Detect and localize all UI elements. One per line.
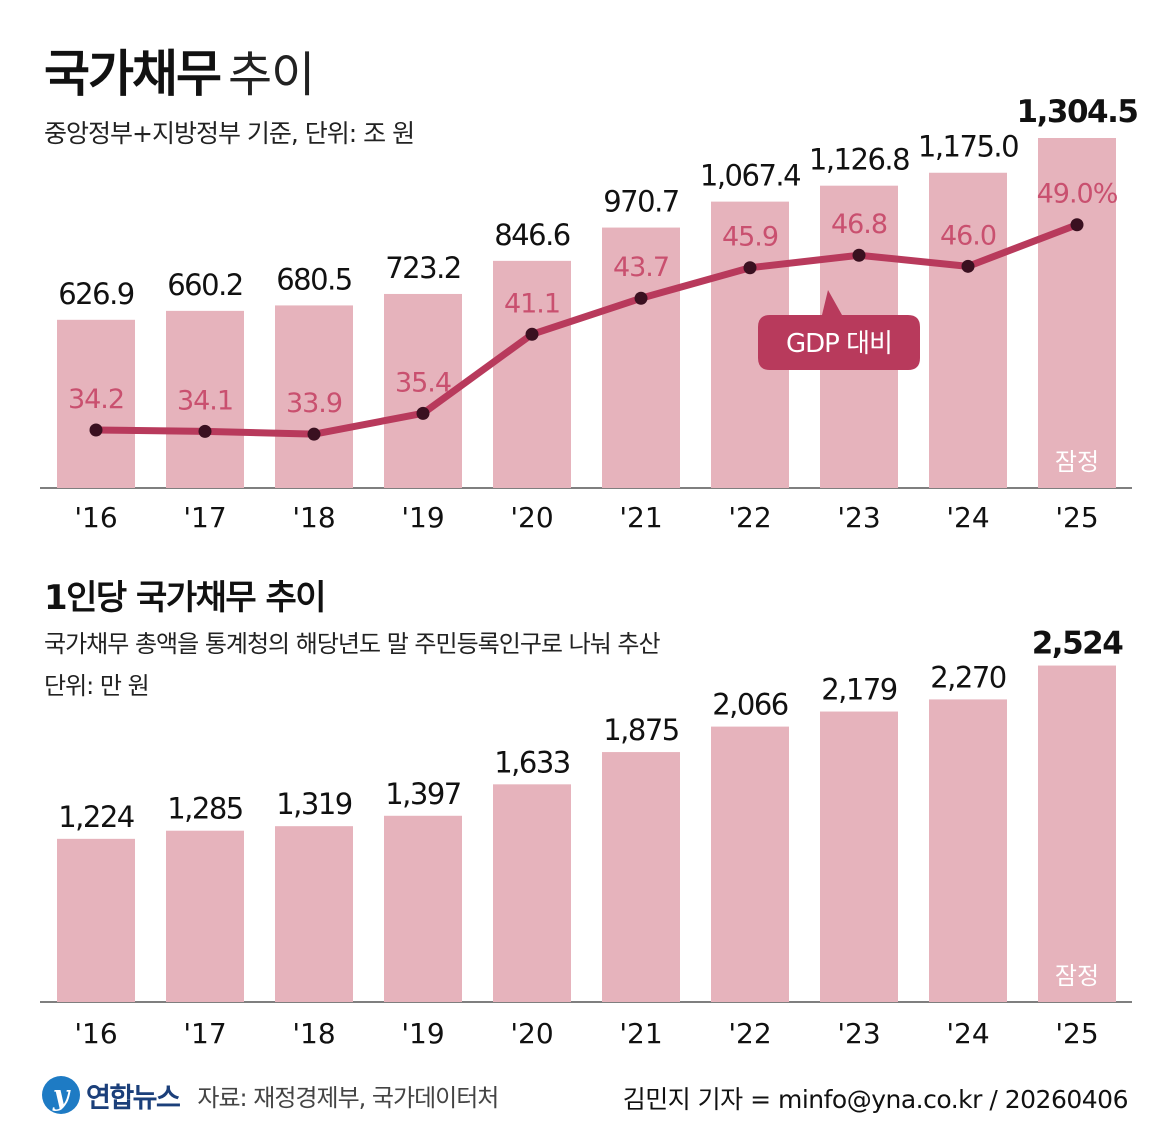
gdp-ratio-point [307, 427, 321, 441]
gdp-ratio-point [852, 248, 866, 262]
bar-value-label: 1,875 [603, 713, 679, 747]
x-tick-label: '20 [510, 1017, 553, 1050]
gdp-ratio-point [416, 406, 430, 420]
bar-value-label: 680.5 [276, 262, 352, 296]
bar [493, 784, 571, 1002]
debt-per-capita-chart: 1,224 '16 1,285 '17 1,319 '18 1,397 '19 1,633 '20… [40, 626, 1132, 1050]
bar-value-label: 1,319 [276, 787, 352, 821]
x-tick-label: '20 [510, 501, 553, 534]
x-tick-label: '23 [837, 1017, 880, 1050]
gdp-ratio-point [743, 261, 757, 275]
gdp-ratio-label: 49.0% [1037, 179, 1118, 210]
bar-value-label: 1,067.4 [700, 159, 800, 193]
x-tick-label: '17 [183, 1017, 226, 1050]
bar-value-label: 2,270 [930, 660, 1006, 694]
bar [57, 838, 135, 1002]
section2-title: 1인당 국가채무 추이 [44, 578, 327, 618]
bar [711, 726, 789, 1002]
x-tick-label: '16 [74, 501, 117, 534]
title-main: 국가채무 [44, 45, 222, 103]
gdp-ratio-label: 33.9 [286, 388, 342, 419]
title-sub: 추이 [228, 47, 315, 103]
bar-value-label: 970.7 [603, 185, 679, 219]
gdp-callout-badge [758, 290, 920, 370]
gdp-ratio-point [198, 424, 212, 438]
bar [166, 310, 244, 488]
gdp-ratio-label: 46.0 [940, 220, 996, 251]
x-tick-label: '18 [292, 501, 335, 534]
bar-value-label: 1,304.5 [1017, 94, 1138, 130]
bar-value-label: 2,524 [1032, 626, 1123, 662]
x-tick-label: '21 [619, 1017, 662, 1050]
logo-text: 연합뉴스 [86, 1082, 181, 1114]
bar [820, 711, 898, 1002]
gdp-ratio-point [89, 423, 103, 437]
bar [602, 752, 680, 1002]
bar-value-label: 846.6 [494, 218, 570, 252]
chart-subtitle: 중앙정부+지방정부 기준, 단위: 조 원 [44, 119, 415, 148]
gdp-ratio-point [1070, 218, 1084, 232]
gdp-ratio-point [961, 259, 975, 273]
bar-value-label: 723.2 [385, 251, 461, 285]
x-tick-label: '19 [401, 1017, 444, 1050]
debt-total-chart: 626.9 '16 660.2 '17 680.5 '18 723.2 '19 846.6 '20… [40, 94, 1139, 534]
bar-value-label: 1,397 [385, 777, 461, 811]
bar [384, 815, 462, 1002]
gdp-ratio-label: 34.2 [68, 384, 124, 415]
credit-text: 김민지 기자 = minfo@yna.co.kr / 20260406 [622, 1085, 1129, 1114]
gdp-callout-label: GDP 대비 [786, 329, 892, 359]
bar-value-label: 626.9 [58, 277, 134, 311]
bar-value-label: 2,066 [712, 688, 788, 722]
bar [166, 830, 244, 1002]
x-tick-label: '24 [946, 1017, 989, 1050]
gdp-ratio-point [525, 327, 539, 341]
x-tick-label: '23 [837, 501, 880, 534]
x-tick-label: '22 [728, 501, 771, 534]
x-tick-label: '21 [619, 501, 662, 534]
provisional-label: 잠정 [1055, 448, 1099, 476]
x-tick-label: '18 [292, 1017, 335, 1050]
bar [275, 305, 353, 488]
bar [1038, 665, 1116, 1002]
bar-value-label: 1,175.0 [918, 130, 1018, 164]
gdp-ratio-line [92, 221, 1081, 438]
x-tick-label: '19 [401, 501, 444, 534]
yonhap-logo-icon: y [42, 1076, 80, 1114]
section2-unit: 단위: 만 원 [44, 672, 150, 700]
gdp-ratio-label: 41.1 [504, 288, 560, 319]
bar-value-label: 1,224 [58, 800, 134, 834]
bar [57, 319, 135, 488]
bar-value-label: 1,633 [494, 745, 570, 779]
bar [602, 227, 680, 488]
section2-note: 국가채무 총액을 통계청의 해당년도 말 주민등록인구로 나눠 추산 [44, 630, 661, 658]
gdp-ratio-label: 43.7 [613, 252, 669, 283]
gdp-ratio-label: 34.1 [177, 385, 233, 416]
x-tick-label: '24 [946, 501, 989, 534]
bar-value-label: 2,179 [821, 673, 897, 707]
provisional-label: 잠정 [1055, 962, 1099, 990]
x-tick-label: '22 [728, 1017, 771, 1050]
x-tick-label: '25 [1055, 1017, 1098, 1050]
x-tick-label: '17 [183, 501, 226, 534]
gdp-ratio-label: 45.9 [722, 222, 778, 253]
bar-value-label: 1,285 [167, 792, 243, 826]
bar [929, 699, 1007, 1002]
footer-logo: y 연합뉴스 자료: 재정경제부, 국가데이터처 [42, 1074, 499, 1116]
gdp-ratio-label: 46.8 [831, 209, 887, 240]
bar [929, 172, 1007, 488]
gdp-ratio-label: 35.4 [395, 367, 451, 398]
bar-value-label: 1,126.8 [809, 143, 909, 177]
bar [493, 260, 571, 488]
gdp-ratio-point [634, 291, 648, 305]
bar [275, 826, 353, 1002]
bar-value-label: 660.2 [167, 268, 243, 302]
bar [1038, 138, 1116, 488]
x-tick-label: '25 [1055, 501, 1098, 534]
source-text: 자료: 재정경제부, 국가데이터처 [197, 1083, 499, 1112]
x-tick-label: '16 [74, 1017, 117, 1050]
chart-title: 국가채무 추이 [44, 34, 315, 106]
